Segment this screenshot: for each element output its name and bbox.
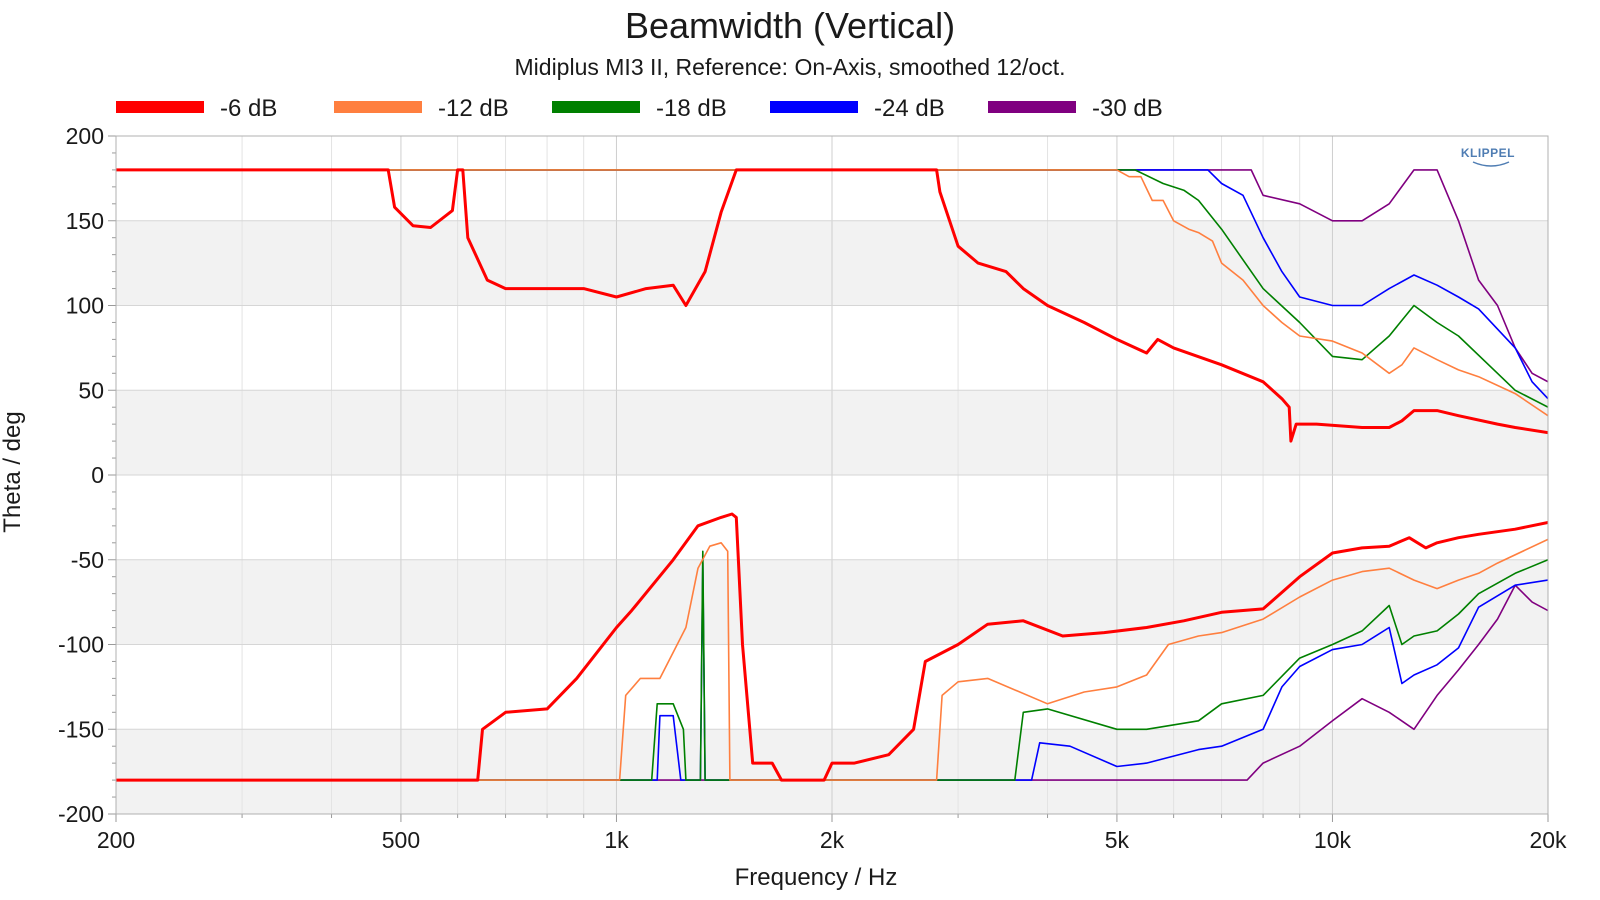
- klippel-logo: KLIPPEL: [1461, 146, 1515, 167]
- legend-label: -6 dB: [220, 95, 277, 122]
- legend-swatch: [116, 101, 204, 113]
- legend-swatch: [770, 101, 858, 113]
- legend-swatch: [988, 101, 1076, 113]
- series-line-6db-upper: [116, 168, 1548, 443]
- y-tick-label: -50: [71, 547, 104, 573]
- series-line-12db-upper: [116, 169, 1548, 417]
- x-axis-label: Frequency / Hz: [735, 864, 898, 891]
- legend-label: -24 dB: [874, 95, 945, 122]
- x-tick-label: 5k: [1105, 827, 1130, 853]
- y-tick-label: -150: [58, 716, 104, 742]
- x-tick-label: 2k: [820, 827, 845, 853]
- y-tick-label: 0: [91, 462, 104, 488]
- series-line-30db-lower: [116, 584, 1548, 781]
- y-tick-label: 200: [66, 123, 104, 149]
- series-line-18db-upper: [116, 169, 1548, 408]
- chart-subtitle: Midiplus MI3 II, Reference: On-Axis, smo…: [515, 54, 1066, 80]
- chart-legend: -6 dB -12 dB -18 dB -24 dB -30 dB: [116, 95, 1163, 122]
- x-tick-label: 500: [382, 827, 420, 853]
- series-line-6db-lower: [116, 512, 1548, 782]
- y-axis-label: Theta / deg: [0, 411, 26, 532]
- y-tick-label: 150: [66, 208, 104, 234]
- x-axis-ticks: 200 500 1k 2k 5k 10k 20k: [97, 814, 1567, 853]
- chart-title: Beamwidth (Vertical): [625, 5, 955, 46]
- x-tick-label: 1k: [604, 827, 629, 853]
- series-layer: [116, 168, 1548, 782]
- series-line-30db-upper: [116, 169, 1548, 383]
- y-axis-ticks: 200 150 100 50 0 -50 -100 -150 -200: [58, 123, 116, 827]
- logo-arc-icon: [1472, 161, 1510, 167]
- y-tick-label: 50: [78, 377, 104, 403]
- y-tick-label: -100: [58, 632, 104, 658]
- legend-swatch: [552, 101, 640, 113]
- y-tick-label: 100: [66, 293, 104, 319]
- x-tick-label: 10k: [1314, 827, 1352, 853]
- series-line-12db-lower: [116, 538, 1548, 781]
- legend-label: -30 dB: [1092, 95, 1163, 122]
- legend-label: -12 dB: [438, 95, 509, 122]
- legend-swatch: [334, 101, 422, 113]
- x-tick-label: 200: [97, 827, 135, 853]
- series-line-24db-upper: [116, 169, 1548, 400]
- logo-text: KLIPPEL: [1461, 146, 1515, 160]
- series-line-18db-lower: [116, 550, 1548, 781]
- y-tick-label: -200: [58, 801, 104, 827]
- legend-label: -18 dB: [656, 95, 727, 122]
- plot-frame: [115, 135, 1549, 815]
- x-tick-label: 20k: [1529, 827, 1567, 853]
